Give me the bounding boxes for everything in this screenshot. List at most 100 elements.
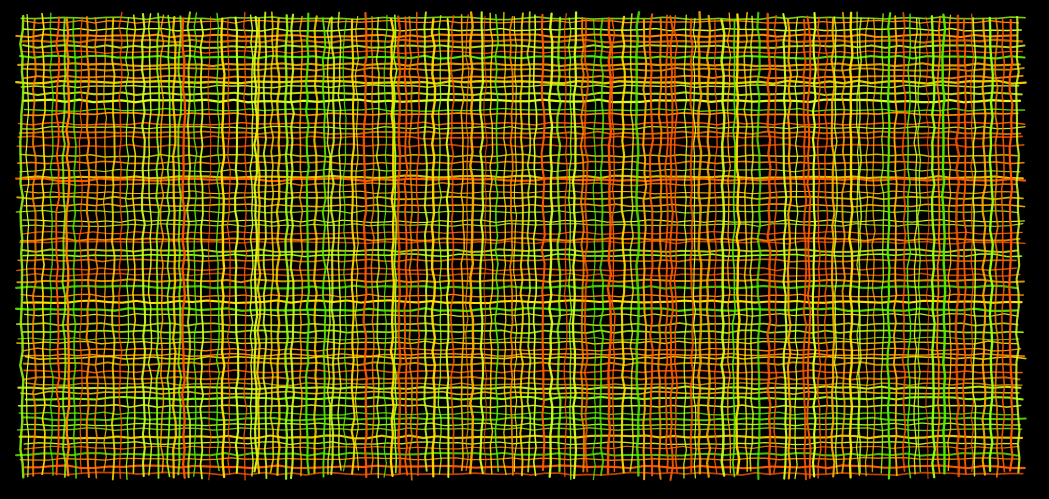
vertical-thread xyxy=(337,11,342,471)
vertical-thread xyxy=(362,11,368,479)
vertical-thread xyxy=(519,12,524,477)
vertical-thread xyxy=(125,17,130,481)
horizontal-thread xyxy=(23,369,1023,374)
vertical-thread xyxy=(354,16,359,471)
vertical-thread xyxy=(177,15,183,476)
horizontal-thread xyxy=(17,160,1025,165)
vertical-thread xyxy=(450,15,455,474)
horizontal-thread xyxy=(23,203,1026,208)
vertical-thread xyxy=(857,17,863,474)
vertical-thread xyxy=(735,13,741,475)
vertical-thread xyxy=(350,18,356,475)
vertical-thread xyxy=(673,14,679,474)
vertical-thread xyxy=(766,12,772,476)
vertical-thread xyxy=(705,14,712,478)
vertical-thread xyxy=(548,12,554,478)
vertical-thread xyxy=(988,16,994,472)
vertical-thread xyxy=(253,15,259,473)
vertical-thread xyxy=(830,17,836,478)
vertical-thread xyxy=(697,10,703,475)
vertical-thread xyxy=(692,18,697,479)
vertical-thread xyxy=(389,17,396,478)
vertical-thread xyxy=(802,18,808,481)
horizontal-thread xyxy=(19,456,1019,461)
vertical-thread xyxy=(110,17,116,481)
horizontal-thread xyxy=(17,336,1020,341)
vertical-thread xyxy=(683,14,688,479)
vertical-thread xyxy=(159,14,165,473)
vertical-thread xyxy=(55,16,61,476)
vertical-thread xyxy=(207,16,212,481)
vertical-thread xyxy=(962,17,968,475)
vertical-thread xyxy=(629,13,635,472)
vertical-thread xyxy=(284,14,290,480)
horizontal-thread xyxy=(16,195,1024,201)
vertical-thread xyxy=(786,18,792,480)
vertical-thread xyxy=(906,13,912,479)
vertical-thread xyxy=(445,17,451,478)
horizontal-thread xyxy=(22,74,1024,80)
vertical-thread xyxy=(713,18,718,474)
vertical-thread xyxy=(468,11,475,475)
vertical-thread xyxy=(556,16,562,473)
vertical-thread xyxy=(275,17,281,477)
vertical-thread xyxy=(494,13,499,472)
horizontal-thread xyxy=(24,381,1023,387)
vertical-thread xyxy=(330,16,336,476)
vertical-thread xyxy=(403,16,409,476)
vertical-thread xyxy=(648,13,655,477)
vertical-thread xyxy=(234,16,240,474)
vertical-thread xyxy=(892,15,898,477)
vertical-thread xyxy=(423,11,429,472)
vertical-thread xyxy=(749,15,755,472)
vertical-thread xyxy=(243,11,248,481)
vertical-thread xyxy=(289,13,295,480)
vertical-thread xyxy=(901,12,907,472)
vertical-thread xyxy=(782,13,788,480)
vertical-thread xyxy=(25,14,30,478)
vertical-thread xyxy=(102,18,107,472)
vertical-thread xyxy=(532,14,538,477)
vertical-thread xyxy=(689,17,695,473)
horizontal-thread xyxy=(17,135,1023,140)
vertical-thread xyxy=(720,18,726,477)
horizontal-thread xyxy=(24,395,1024,401)
vertical-thread xyxy=(773,15,778,474)
vertical-thread xyxy=(508,15,514,476)
vertical-thread xyxy=(326,17,331,475)
vertical-thread xyxy=(599,18,605,476)
vertical-thread xyxy=(502,11,507,476)
horizontal-thread xyxy=(18,130,1022,136)
vertical-thread xyxy=(886,12,892,480)
vertical-thread xyxy=(726,12,732,474)
vertical-thread xyxy=(437,14,442,475)
vertical-thread xyxy=(415,11,421,477)
vertical-thread xyxy=(269,11,275,474)
vertical-thread xyxy=(483,15,488,475)
vertical-thread xyxy=(78,16,84,474)
vertical-thread xyxy=(620,15,626,474)
vertical-thread xyxy=(370,16,375,474)
vertical-thread xyxy=(925,16,930,479)
vertical-thread xyxy=(880,13,885,474)
vertical-thread xyxy=(794,17,799,480)
vertical-thread xyxy=(220,17,226,479)
vertical-thread xyxy=(131,14,137,474)
vertical-thread xyxy=(642,18,648,481)
vertical-thread xyxy=(181,17,187,479)
vertical-thread xyxy=(743,11,748,472)
horizontal-thread xyxy=(17,404,1022,409)
vertical-thread xyxy=(540,13,546,472)
vertical-thread xyxy=(40,12,46,476)
vertical-thread xyxy=(249,14,254,477)
vertical-thread xyxy=(304,12,310,475)
vertical-thread xyxy=(375,17,381,479)
vertical-thread xyxy=(657,17,663,480)
vertical-thread xyxy=(94,16,99,479)
vertical-thread xyxy=(186,11,192,479)
vertical-thread xyxy=(313,15,319,474)
vertical-thread xyxy=(61,18,67,478)
vertical-thread xyxy=(166,14,171,478)
vertical-thread xyxy=(383,14,388,478)
